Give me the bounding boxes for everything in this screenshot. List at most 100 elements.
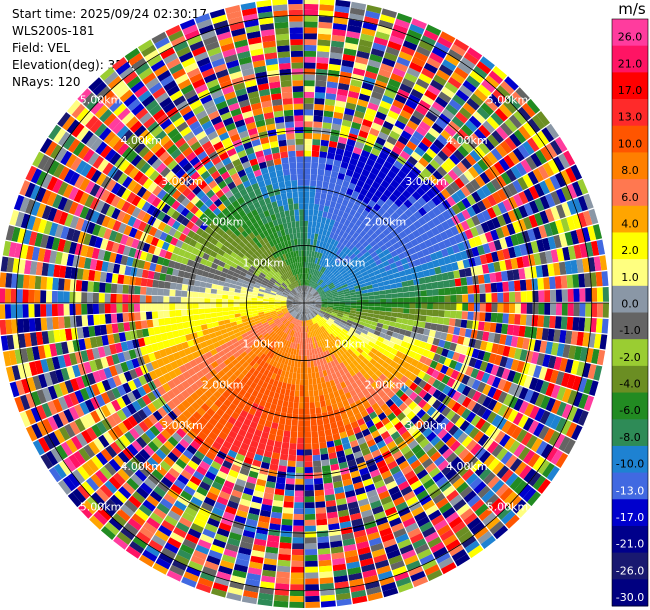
ppi-gate xyxy=(324,429,332,437)
ppi-gate xyxy=(213,341,221,349)
ppi-gate xyxy=(228,403,237,412)
ppi-gate xyxy=(479,340,488,351)
ppi-gate xyxy=(322,388,329,395)
ppi-gate xyxy=(169,421,180,432)
ppi-gate xyxy=(470,93,484,107)
ppi-gate xyxy=(491,376,502,389)
ppi-gate xyxy=(47,385,58,400)
ppi-gate xyxy=(497,404,508,417)
ppi-gate xyxy=(256,372,263,380)
ppi-gate xyxy=(412,110,425,121)
ppi-gate xyxy=(459,107,472,120)
ppi-gate xyxy=(63,316,71,329)
ppi-gate xyxy=(560,275,568,289)
ppi-gate xyxy=(311,281,315,288)
ppi-gate xyxy=(398,460,410,471)
ppi-gate xyxy=(304,298,309,303)
ppi-gate xyxy=(233,303,240,307)
ppi-gate xyxy=(524,267,532,279)
ppi-gate xyxy=(327,517,339,525)
ppi-gate xyxy=(599,334,608,350)
ppi-gate xyxy=(542,354,551,368)
ppi-gate xyxy=(349,362,356,370)
ppi-gate xyxy=(459,420,471,432)
ppi-gate xyxy=(438,303,445,310)
ppi-gate xyxy=(186,444,198,455)
ppi-gate xyxy=(490,364,500,376)
ppi-gate xyxy=(320,235,326,242)
ppi-gate xyxy=(40,276,48,290)
ppi-gate xyxy=(302,314,304,321)
ppi-gate xyxy=(304,385,309,391)
ppi-gate xyxy=(198,336,206,343)
ppi-gate xyxy=(188,560,204,572)
ppi-gate xyxy=(508,114,523,129)
ppi-gate xyxy=(391,522,405,533)
ppi-gate xyxy=(207,465,219,476)
ppi-gate xyxy=(337,376,344,384)
ppi-gate xyxy=(337,456,347,464)
ppi-gate xyxy=(230,575,246,585)
ppi-gate xyxy=(293,348,297,356)
ppi-gate xyxy=(222,332,229,339)
ppi-gate xyxy=(154,421,165,433)
ppi-gate xyxy=(160,476,173,489)
ppi-gate xyxy=(301,308,304,315)
ppi-gate xyxy=(455,111,469,124)
ppi-gate xyxy=(465,137,478,150)
ppi-gate xyxy=(299,396,304,403)
ppi-gate xyxy=(424,132,437,143)
ppi-gate xyxy=(166,400,177,410)
ppi-gate xyxy=(351,255,359,263)
ppi-gate xyxy=(367,102,379,111)
ppi-gate xyxy=(314,295,320,299)
ppi-gate xyxy=(304,303,309,308)
ppi-gate xyxy=(231,425,241,434)
ppi-gate xyxy=(443,341,452,350)
ppi-gate xyxy=(560,419,572,435)
ppi-gate xyxy=(106,389,116,402)
ppi-gate xyxy=(365,354,373,362)
ppi-gate xyxy=(40,290,47,303)
ppi-gate xyxy=(123,322,131,332)
ppi-gate xyxy=(147,473,160,486)
ppi-gate xyxy=(495,323,503,334)
ppi-gate xyxy=(422,223,431,233)
ppi-gate xyxy=(361,428,371,437)
ppi-gate xyxy=(321,216,327,224)
ppi-gate xyxy=(383,320,391,326)
ppi-gate xyxy=(276,429,284,437)
ppi-gate xyxy=(422,392,433,403)
ppi-gate xyxy=(445,103,459,116)
ppi-gate xyxy=(240,351,248,358)
ppi-gate xyxy=(282,309,288,313)
ppi-gate xyxy=(602,303,609,318)
ppi-gate xyxy=(349,289,356,294)
ppi-gate xyxy=(366,228,375,237)
ppi-gate xyxy=(163,288,170,296)
ppi-gate xyxy=(316,258,321,265)
ppi-gate xyxy=(270,517,282,525)
ppi-gate xyxy=(262,498,273,506)
ppi-gate xyxy=(443,357,452,367)
ppi-gate xyxy=(418,453,430,464)
ppi-gate xyxy=(356,326,363,333)
ppi-gate xyxy=(408,204,418,214)
ppi-gate xyxy=(306,320,309,327)
ppi-gate xyxy=(305,560,318,567)
ppi-gate xyxy=(30,407,42,423)
ppi-gate xyxy=(170,505,184,517)
ppi-gate xyxy=(263,298,269,302)
ppi-gate xyxy=(454,233,463,244)
ppi-gate xyxy=(315,315,321,321)
ppi-gate xyxy=(359,222,367,230)
ppi-gate xyxy=(304,297,305,303)
ppi-gate xyxy=(427,536,442,549)
ppi-gate xyxy=(596,303,604,318)
ppi-gate xyxy=(105,445,118,458)
ppi-gate xyxy=(81,430,93,444)
ppi-gate xyxy=(328,523,340,531)
ppi-gate xyxy=(182,449,194,460)
ppi-gate xyxy=(381,416,391,426)
ppi-gate xyxy=(177,495,190,507)
